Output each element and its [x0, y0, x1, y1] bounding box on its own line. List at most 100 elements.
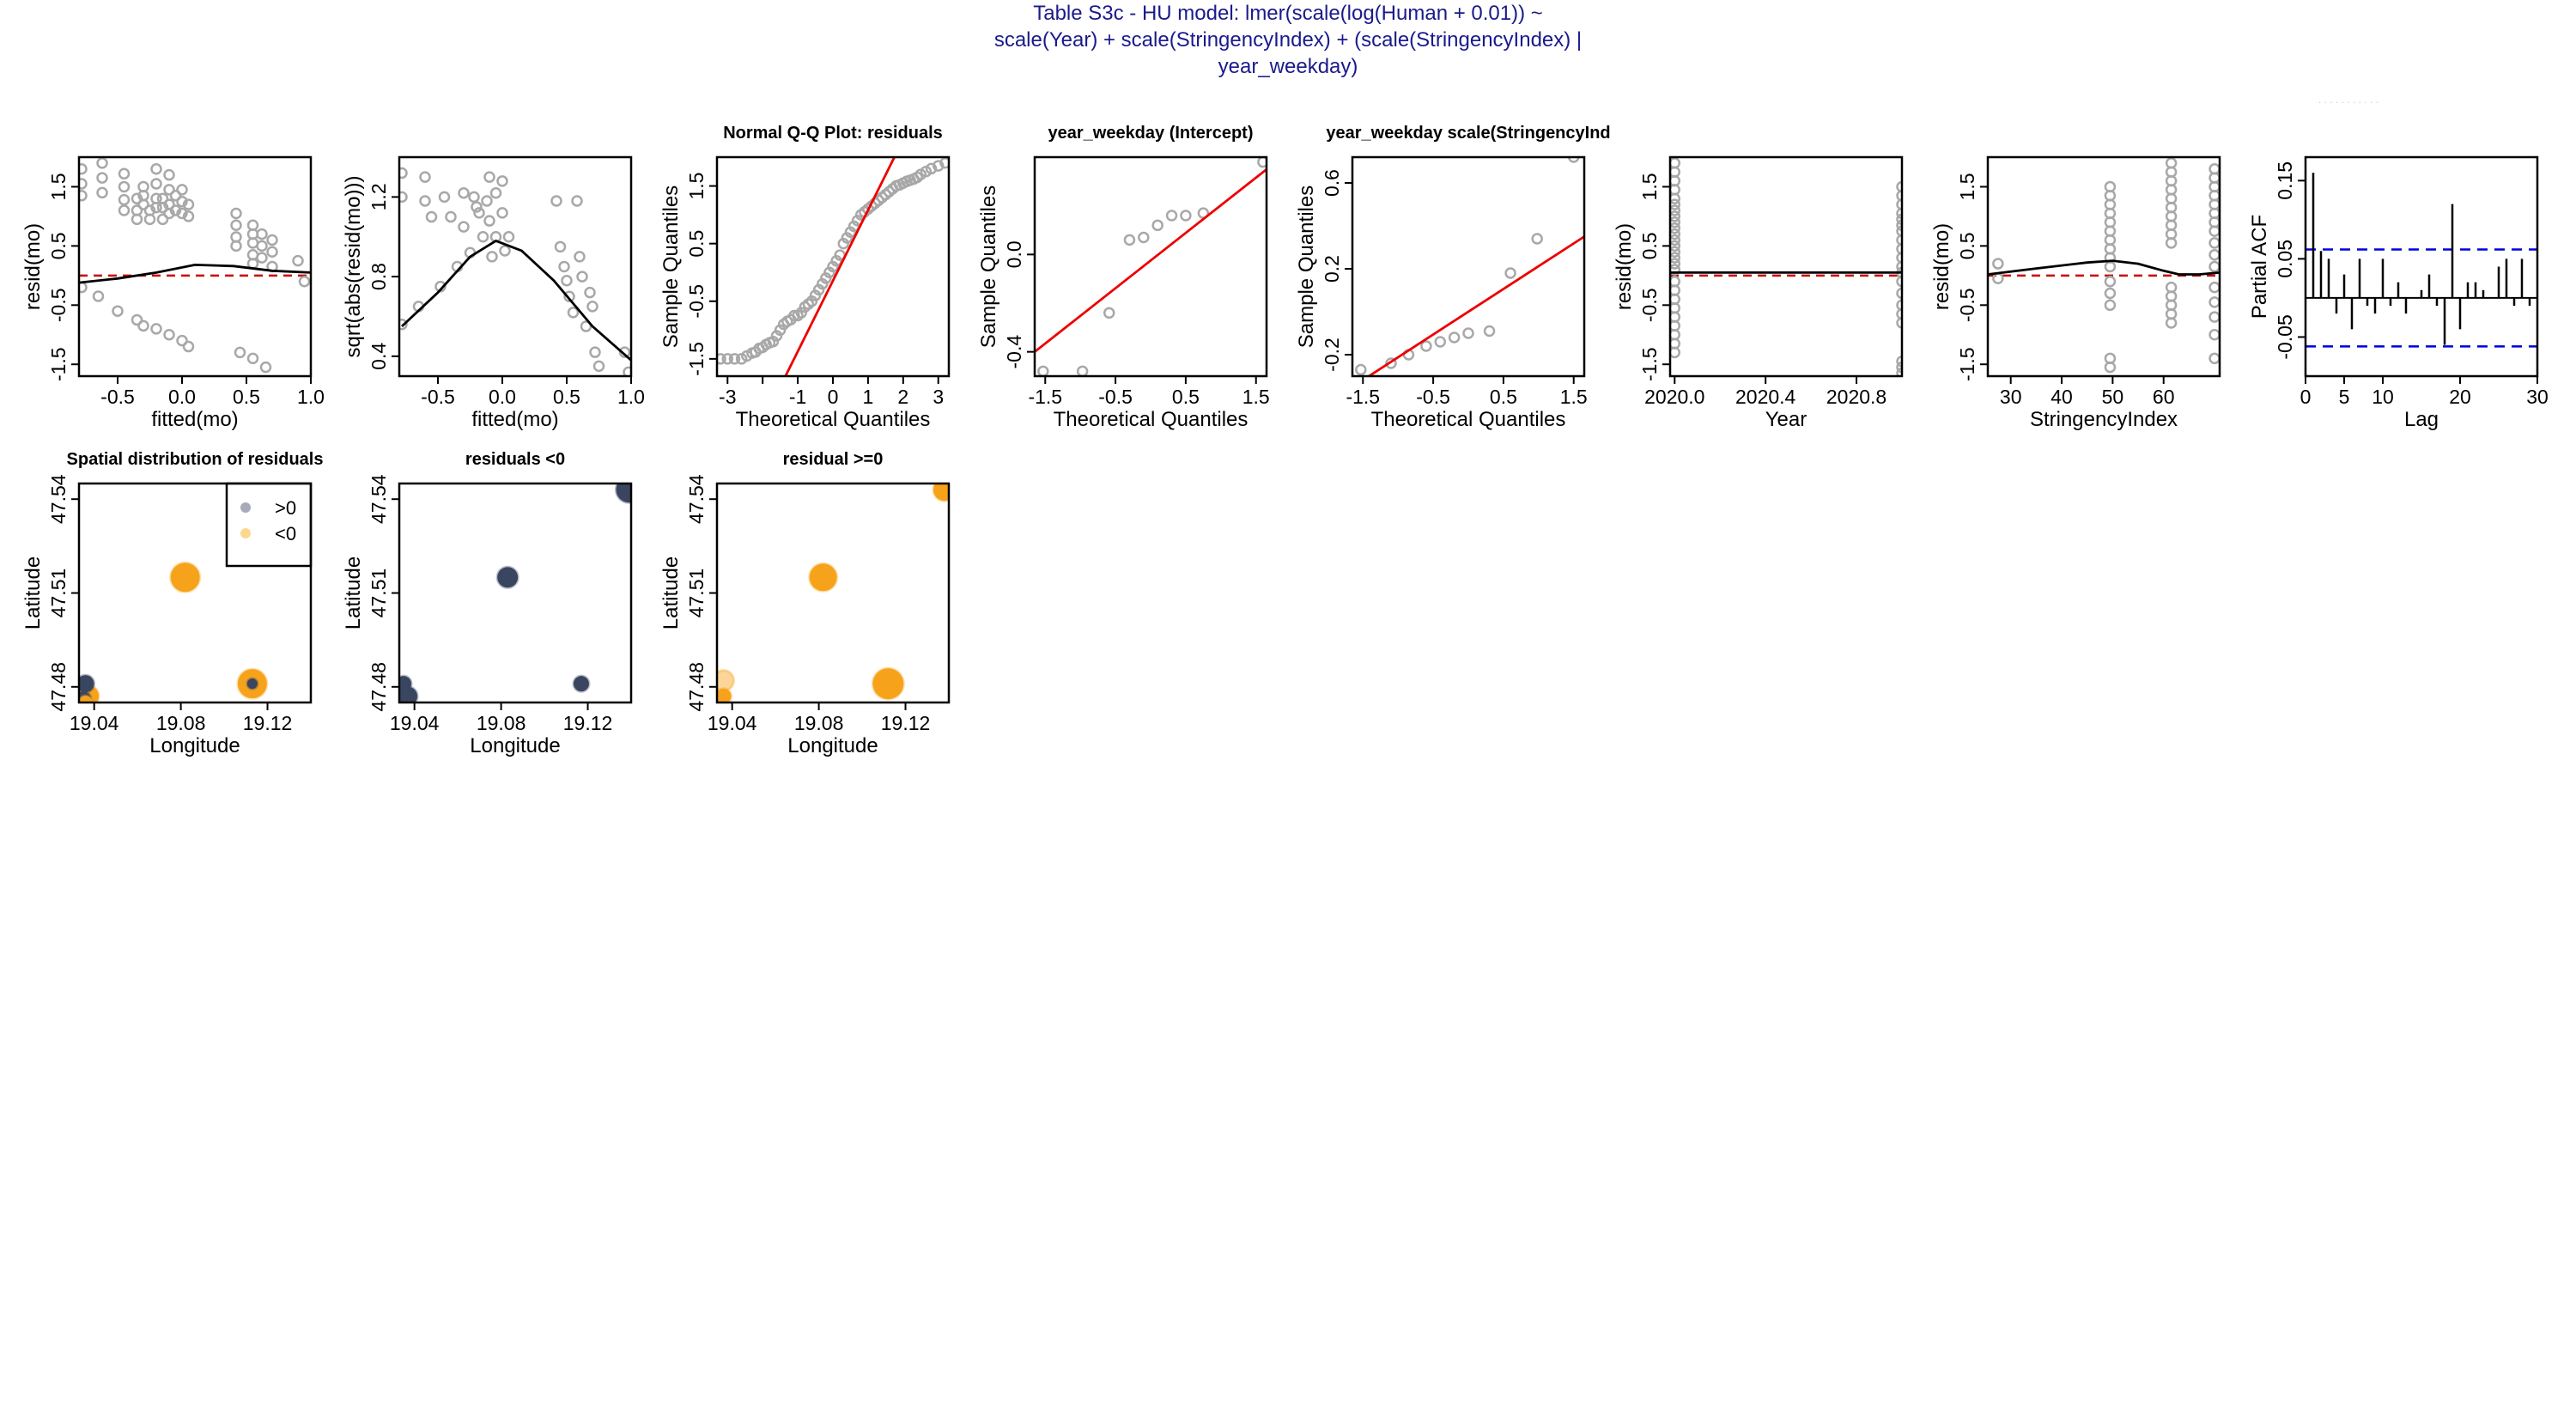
x-axis-label: Longitude — [470, 734, 560, 757]
data-point — [1896, 198, 1902, 210]
x-tick-label: 1.5 — [1242, 386, 1270, 408]
y-tick-label: 47.48 — [368, 662, 390, 712]
x-tick-label: 2020.8 — [1826, 386, 1886, 408]
data-point — [589, 346, 601, 358]
data-point — [230, 207, 242, 220]
x-tick-label: -1.5 — [1346, 386, 1380, 408]
data-point — [143, 213, 156, 226]
data-point — [483, 215, 495, 227]
y-tick-label: -0.5 — [1956, 288, 1978, 322]
data-point — [2165, 237, 2178, 249]
legend-label: >0 — [275, 497, 296, 519]
data-point — [1355, 363, 1367, 376]
data-point — [2104, 299, 2117, 312]
data-point — [266, 246, 278, 258]
y-tick-label: -1.5 — [685, 342, 708, 376]
data-point — [1138, 231, 1150, 244]
x-tick-label: 50 — [2102, 386, 2124, 408]
data-point — [1670, 346, 1681, 359]
data-point — [563, 290, 575, 303]
data-point — [163, 329, 175, 341]
data-point — [1896, 234, 1902, 246]
panel-scale-location: -0.5 0.0 0.5 1.0 0.4 0.8 1.2 fitted(mo) sqrt(abs… — [342, 155, 645, 431]
x-axis-label: fitted(mo) — [471, 408, 558, 431]
data-point — [1896, 307, 1902, 320]
data-point — [1992, 258, 2004, 270]
data-point — [468, 191, 480, 204]
y-axis-label: Latitude — [342, 556, 365, 629]
x-axis-label: Longitude — [149, 734, 240, 757]
data-point — [458, 221, 470, 233]
x-tick-label: 5 — [2339, 386, 2350, 408]
x-tick-label: -0.5 — [100, 386, 135, 408]
y-tick-label: 47.51 — [47, 569, 70, 618]
y-tick-label: 0.6 — [1321, 169, 1343, 197]
data-point — [1385, 357, 1397, 369]
data-point — [256, 252, 268, 264]
data-point — [1151, 219, 1163, 232]
data-point — [554, 240, 567, 253]
data-point — [1037, 365, 1049, 376]
data-point — [419, 171, 431, 183]
y-tick-label: -0.5 — [1638, 288, 1661, 322]
y-tick-label: 1.5 — [1638, 173, 1661, 200]
y-tick-label: 47.54 — [685, 474, 708, 524]
data-point — [2208, 329, 2220, 341]
plot-frame — [77, 155, 313, 378]
y-tick-label: 0.5 — [47, 232, 70, 259]
y-tick-label: 0.0 — [1003, 240, 1025, 268]
panel-spatial-neg: residuals <0 19.04 19.08 19.12 47.48 47.51 47.… — [342, 450, 633, 757]
x-tick-label: 1.0 — [297, 386, 325, 408]
x-axis-label: Theoretical Quantiles — [736, 408, 931, 431]
data-point — [2208, 352, 2220, 365]
y-axis-label: Sample Quantiles — [1295, 185, 1318, 348]
data-point — [1504, 267, 1516, 279]
y-tick-label: -0.2 — [1321, 338, 1343, 372]
data-point — [1896, 367, 1902, 376]
y-axis-label: sqrt(abs(resid(mo))) — [342, 175, 365, 357]
y-tick-label: 47.54 — [47, 474, 70, 524]
x-tick-label: 19.04 — [390, 712, 440, 734]
data-point — [1670, 204, 1681, 216]
y-tick-label: 47.48 — [47, 662, 70, 712]
data-point — [586, 301, 598, 313]
x-tick-label: -1.5 — [1028, 386, 1062, 408]
plot-area — [1355, 157, 1584, 376]
data-point — [486, 251, 498, 263]
y-tick-label: 47.54 — [368, 474, 390, 524]
data-point — [1896, 219, 1902, 232]
y-axis-label: resid(mo) — [21, 223, 45, 310]
data-point — [150, 323, 162, 335]
panel-qq-intercept: year_weekday (Intercept) -1.5 -0.5 0.5 1.5 -0… — [977, 124, 1270, 431]
data-point — [1896, 243, 1902, 255]
data-point — [163, 207, 175, 220]
panel-title: residuals <0 — [465, 450, 565, 469]
data-point — [571, 195, 583, 207]
y-axis-label: Sample Quantiles — [977, 185, 1000, 348]
x-tick-label: 19.12 — [563, 712, 613, 734]
location-bubble — [572, 674, 591, 693]
data-point — [169, 204, 182, 216]
data-point — [2208, 296, 2220, 308]
data-point — [169, 190, 182, 202]
location-bubble — [808, 562, 839, 593]
data-point — [580, 320, 592, 332]
y-tick-label: 1.5 — [47, 173, 70, 200]
data-point — [2208, 248, 2220, 261]
data-point — [1670, 228, 1681, 240]
x-tick-label: 19.08 — [794, 712, 844, 734]
data-point — [1896, 213, 1902, 226]
data-point — [471, 201, 483, 213]
data-point — [425, 210, 438, 223]
data-point — [728, 353, 741, 365]
x-tick-label: 19.04 — [70, 712, 119, 734]
location-bubble — [614, 483, 631, 504]
panel-spatial-all: Spatial distribution of residuals>0<019.… — [21, 450, 323, 757]
data-point — [176, 334, 188, 347]
data-point — [182, 210, 195, 222]
data-point — [176, 195, 188, 208]
data-point — [1896, 190, 1902, 202]
data-point — [2165, 317, 2178, 329]
plot-frame — [1986, 155, 2221, 378]
x-tick-label: 19.08 — [477, 712, 526, 734]
